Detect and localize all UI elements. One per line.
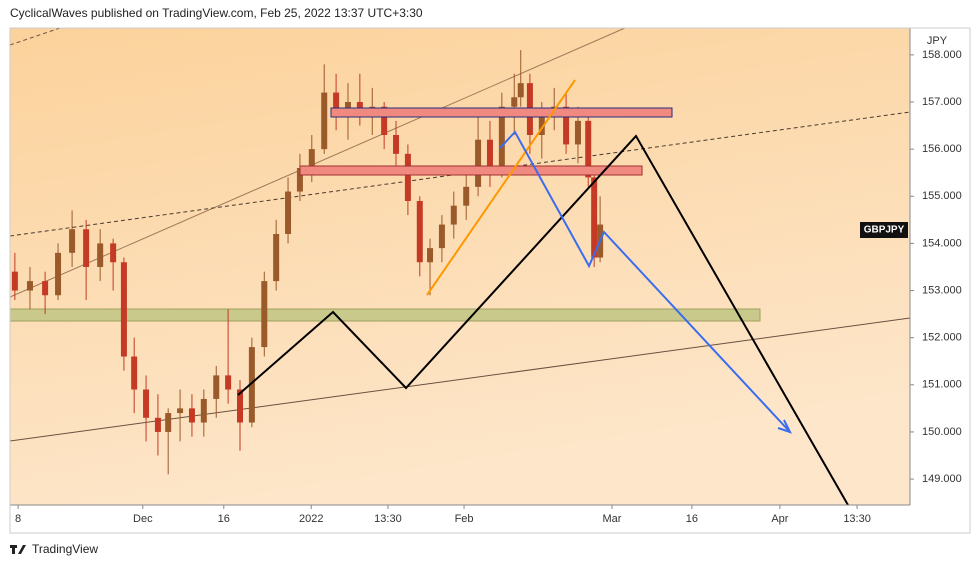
candle-body — [200, 398, 207, 423]
candle-body — [273, 233, 280, 282]
y-tick-label: 155.000 — [922, 190, 962, 202]
resistance-zone — [330, 107, 673, 118]
x-tick-label: Dec — [133, 513, 153, 525]
candle-body — [498, 106, 505, 168]
y-tick-label: 149.000 — [922, 473, 962, 485]
candle-body — [248, 347, 255, 423]
candle-body — [585, 120, 592, 178]
candle-body — [120, 262, 127, 357]
candle-body — [285, 191, 292, 234]
candle-body — [69, 229, 76, 253]
candle-body — [486, 139, 493, 168]
logo — [10, 545, 26, 554]
candles — [11, 50, 604, 475]
candle-body — [296, 167, 303, 192]
candle-body — [450, 205, 457, 225]
symbol-label: GBPJPY — [864, 225, 905, 236]
candle-body — [416, 200, 423, 263]
candle-body — [344, 102, 351, 112]
y-tick-label: 158.000 — [922, 49, 962, 61]
dashed-line — [9, 27, 61, 46]
candle-body — [463, 186, 470, 206]
candle-body — [165, 413, 172, 432]
overlay — [237, 79, 849, 506]
candle-body — [511, 97, 518, 107]
x-tick-label: 13:30 — [374, 513, 402, 525]
y-tick-label: 157.000 — [922, 96, 962, 108]
blue-projection — [499, 130, 791, 433]
zigzag-projection — [237, 134, 849, 506]
candle-body — [321, 92, 328, 150]
currency-label: JPY — [927, 35, 948, 47]
candle-body — [143, 389, 150, 418]
candle-body — [475, 139, 482, 187]
candle-body — [438, 224, 445, 249]
symbol-badge — [860, 222, 908, 238]
y-tick-label: 151.000 — [922, 379, 962, 391]
candle-body — [225, 375, 232, 390]
y-tick-label: 156.000 — [922, 143, 962, 155]
x-tick-label: 16 — [218, 513, 230, 525]
candle-body — [308, 149, 315, 168]
candle-body — [42, 281, 49, 296]
dashed-line — [9, 111, 911, 237]
x-tick-label: 13:30 — [843, 513, 871, 525]
candle-body — [404, 153, 411, 201]
x-tick-label: Apr — [771, 513, 788, 525]
brand: TradingView — [32, 542, 98, 556]
candle-body — [517, 83, 524, 98]
header: CyclicalWaves published on TradingView.c… — [10, 6, 423, 20]
candle-body — [188, 408, 195, 423]
y-tick-label: 154.000 — [922, 237, 962, 249]
candle-body — [574, 120, 581, 145]
candle-body — [131, 356, 138, 390]
x-tick-label: 16 — [686, 513, 698, 525]
candle-body — [563, 106, 570, 145]
candle-body — [26, 281, 33, 291]
candle-body — [110, 243, 117, 263]
candle-body — [261, 281, 268, 348]
candle-body — [97, 243, 104, 267]
candle-body — [154, 417, 161, 432]
y-tick-label: 153.000 — [922, 284, 962, 296]
x-tick-label: 8 — [15, 513, 21, 525]
candle-body — [427, 248, 434, 263]
x-tick-label: 2022 — [299, 513, 323, 525]
resistance-zone — [299, 165, 643, 176]
orange-line — [426, 79, 576, 296]
plot-background — [10, 28, 910, 505]
candle-body — [11, 271, 18, 291]
candle-body — [55, 252, 62, 296]
candle-body — [333, 92, 340, 112]
candle-body — [538, 116, 545, 135]
y-tick-label: 150.000 — [922, 426, 962, 438]
x-tick-label: Feb — [455, 513, 474, 525]
candle-body — [591, 177, 598, 258]
x-tick-label: Mar — [603, 513, 622, 525]
y-tick-label: 152.000 — [922, 332, 962, 344]
candle-body — [83, 229, 90, 267]
candle-body — [213, 375, 220, 399]
candle-body — [177, 408, 184, 414]
candle-body — [236, 389, 243, 423]
frame — [9, 27, 971, 534]
candle-body — [381, 106, 388, 135]
candle-body — [393, 134, 400, 154]
arrow-head — [777, 419, 792, 434]
